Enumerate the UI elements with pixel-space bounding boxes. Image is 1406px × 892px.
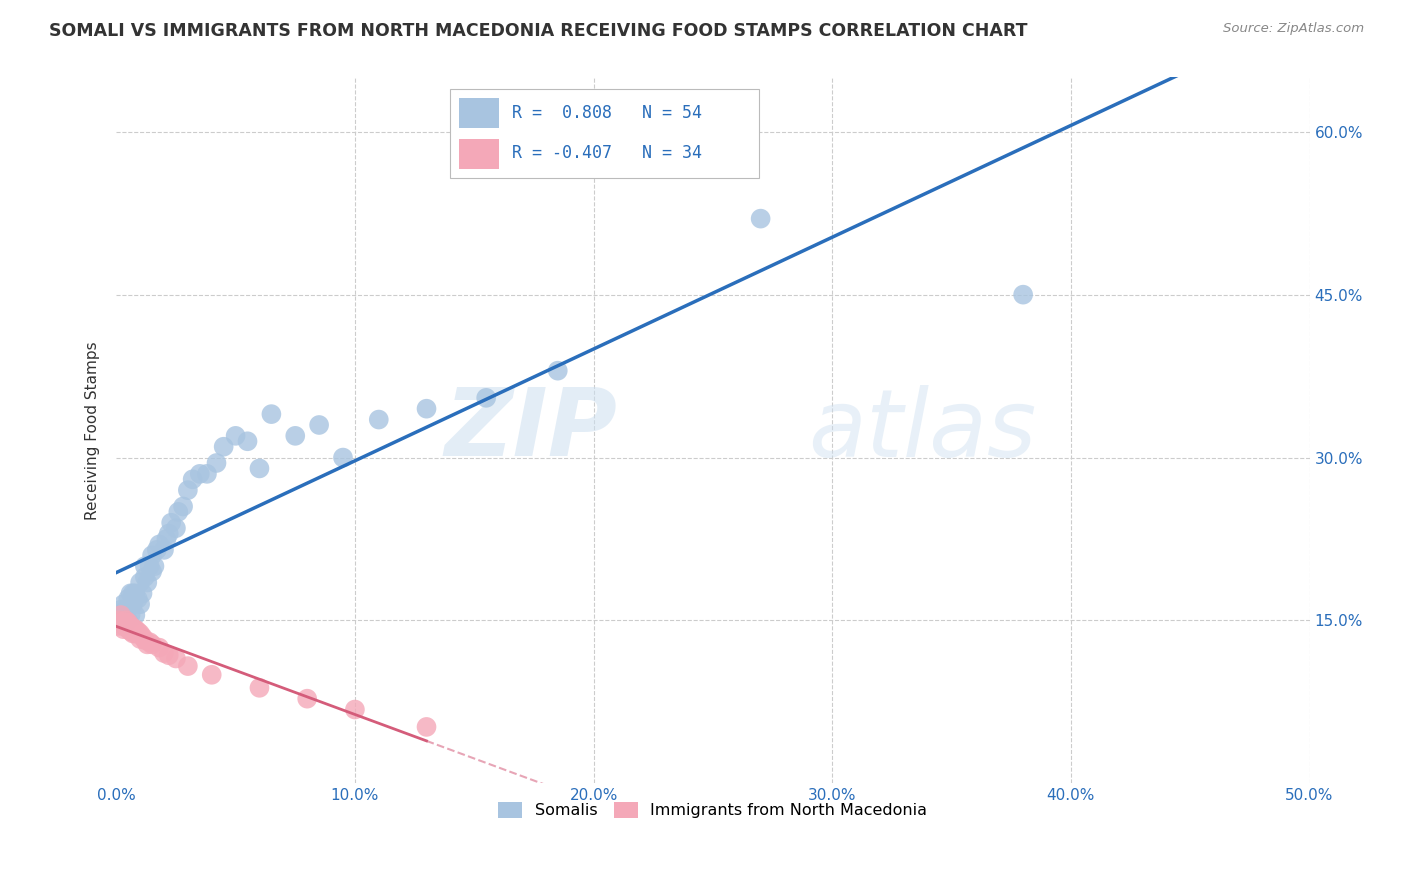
Point — [136, 637, 159, 651]
Point — [120, 586, 142, 600]
Point — [110, 608, 132, 623]
Point — [153, 542, 176, 557]
Point — [110, 615, 132, 630]
Point — [1012, 287, 1035, 301]
Point — [110, 602, 132, 616]
Y-axis label: Receiving Food Stamps: Receiving Food Stamps — [86, 341, 100, 520]
Point — [153, 646, 176, 660]
Point — [155, 532, 177, 546]
Point — [134, 570, 156, 584]
Point — [112, 597, 135, 611]
Point — [143, 559, 166, 574]
Point — [127, 591, 149, 606]
Point — [749, 211, 772, 226]
Point — [107, 614, 129, 628]
Point — [475, 391, 498, 405]
Point — [134, 559, 156, 574]
Text: Source: ZipAtlas.com: Source: ZipAtlas.com — [1223, 22, 1364, 36]
Point — [129, 626, 152, 640]
Point — [114, 608, 136, 623]
Point — [146, 542, 169, 557]
Point — [157, 526, 180, 541]
Point — [160, 516, 183, 530]
Point — [107, 614, 129, 628]
Point — [141, 549, 163, 563]
Point — [134, 633, 156, 648]
Point — [141, 565, 163, 579]
Point — [172, 500, 194, 514]
Point — [225, 429, 247, 443]
Point — [141, 637, 163, 651]
Point — [138, 559, 160, 574]
Text: R = -0.407   N = 34: R = -0.407 N = 34 — [512, 145, 702, 162]
Point — [129, 632, 152, 646]
Point — [112, 615, 135, 630]
Text: ZIP: ZIP — [444, 384, 617, 476]
Point — [367, 412, 389, 426]
Point — [122, 626, 145, 640]
Point — [129, 575, 152, 590]
Point — [114, 602, 136, 616]
Point — [122, 586, 145, 600]
Point — [177, 483, 200, 497]
Point — [124, 622, 146, 636]
Point — [117, 591, 139, 606]
Point — [165, 651, 187, 665]
Legend: Somalis, Immigrants from North Macedonia: Somalis, Immigrants from North Macedonia — [492, 796, 934, 825]
Point — [122, 597, 145, 611]
Text: R =  0.808   N = 54: R = 0.808 N = 54 — [512, 104, 702, 122]
Point — [117, 614, 139, 628]
Point — [212, 440, 235, 454]
Point — [236, 434, 259, 449]
Point — [122, 621, 145, 635]
Point — [148, 640, 170, 655]
Point — [107, 619, 129, 633]
Point — [124, 626, 146, 640]
Point — [195, 467, 218, 481]
Point — [131, 586, 153, 600]
Point — [343, 702, 366, 716]
Point — [260, 407, 283, 421]
Point — [148, 537, 170, 551]
Point — [117, 622, 139, 636]
Point — [177, 659, 200, 673]
Point — [131, 630, 153, 644]
Bar — [460, 139, 499, 169]
Point — [249, 461, 271, 475]
Point — [295, 691, 318, 706]
Point — [120, 624, 142, 639]
Point — [124, 608, 146, 623]
Point — [181, 472, 204, 486]
Point — [165, 521, 187, 535]
Point — [112, 619, 135, 633]
Point — [112, 622, 135, 636]
Point — [117, 615, 139, 630]
Point — [114, 614, 136, 628]
Point — [136, 575, 159, 590]
FancyBboxPatch shape — [450, 89, 759, 178]
Bar — [460, 98, 499, 128]
Point — [167, 505, 190, 519]
Point — [547, 364, 569, 378]
Point — [157, 648, 180, 663]
Point — [249, 681, 271, 695]
Point — [201, 667, 224, 681]
Point — [308, 417, 330, 432]
Point — [124, 586, 146, 600]
Point — [120, 608, 142, 623]
Point — [415, 401, 437, 416]
Text: SOMALI VS IMMIGRANTS FROM NORTH MACEDONIA RECEIVING FOOD STAMPS CORRELATION CHAR: SOMALI VS IMMIGRANTS FROM NORTH MACEDONI… — [49, 22, 1028, 40]
Point — [138, 635, 160, 649]
Point — [205, 456, 228, 470]
Point — [284, 429, 307, 443]
Point — [188, 467, 211, 481]
Point — [110, 608, 132, 623]
Point — [120, 619, 142, 633]
Point — [332, 450, 354, 465]
Point — [127, 624, 149, 639]
Point — [114, 619, 136, 633]
Point — [129, 597, 152, 611]
Point — [415, 720, 437, 734]
Text: atlas: atlas — [808, 385, 1036, 476]
